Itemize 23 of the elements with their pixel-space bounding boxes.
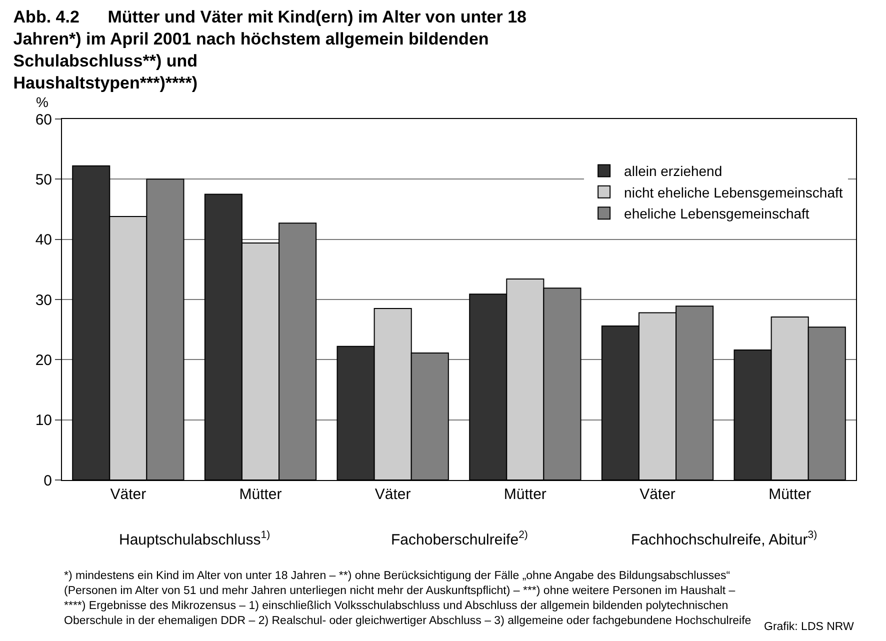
x-tick-label: Mütter bbox=[768, 486, 812, 503]
legend-label: nicht eheliche Lebensgemeinschaft bbox=[624, 184, 843, 200]
x-tick-label: Mütter bbox=[504, 486, 546, 503]
y-tick-label: 40 bbox=[35, 232, 52, 249]
legend-label: eheliche Lebensgemeinschaft bbox=[624, 206, 810, 222]
legend-label: allein erziehend bbox=[624, 163, 722, 180]
y-tick-label: 10 bbox=[35, 412, 52, 430]
text: Fachhochschulreife, Abitur$^{3)}$ bbox=[631, 529, 818, 548]
y-tick-label: 50 bbox=[35, 171, 52, 188]
y-tick-label: 0 bbox=[44, 472, 52, 490]
y-tick-label: 30 bbox=[35, 292, 52, 309]
text: Grafik: LDS NRW bbox=[764, 621, 854, 633]
x-tick-label: Mütter bbox=[239, 486, 282, 503]
text: Fachoberschulreife$^{2)}$ bbox=[391, 529, 528, 548]
x-tick-label: Väter bbox=[110, 486, 146, 503]
chart-title: Abb. 4.2 Mütter und Väter mit Kind(ern) im Alter von unter 18 Jahren*) im April 2001 nach höchstem allgemein bildenden Schulabschluss**) und Haushaltstypen***)****) bbox=[13, 7, 527, 93]
x-tick-label: Väter bbox=[640, 486, 676, 503]
text: Hauptschulabschluss$^{1)}$ bbox=[119, 529, 270, 548]
y-tick-label: 20 bbox=[35, 352, 52, 369]
text: *) mindestens ein Kind im Alter von unter 18 Jahren – **) ohne Berücksichtigung der Fälle „ohne Angabe des Bildungsabschlusses“ (Personen im Alter von 51 und mehr Jahren unterliegen nicht mehr der Auskunftspflicht) – ***) ohne weitere Personen im Haushalt – ****) Ergebnisse des Mikrozensus – 1) einschließlich Volksschulabschluss und Abschluss der allgemein bildenden polytechnischen Oberschule in der ehemaligen DDR – 2) Realschul- oder gleichwertiger Abschluss – 3) allgemeine oder fachgebundene Hochschulreife bbox=[64, 570, 752, 627]
y-tick-label: 60 bbox=[35, 111, 52, 128]
y-axis-title: % bbox=[36, 94, 48, 110]
x-tick-label: Väter bbox=[374, 486, 411, 503]
